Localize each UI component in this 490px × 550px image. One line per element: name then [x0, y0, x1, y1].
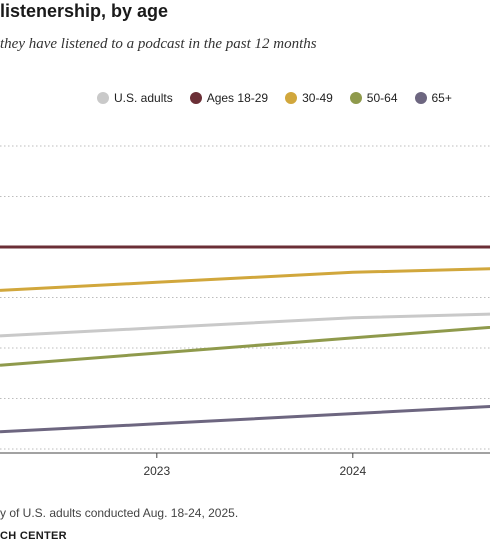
- series-line-65-: [0, 405, 490, 434]
- legend-item: 65+: [414, 91, 452, 105]
- legend-swatch: [189, 92, 202, 104]
- legend-label: 50-64: [366, 91, 398, 105]
- x-tick-label: 2024: [339, 464, 366, 478]
- legend-label: 65+: [431, 91, 452, 105]
- organization-name: CH CENTER: [0, 530, 67, 542]
- legend-item: U.S. adults: [97, 91, 173, 105]
- legend-label: U.S. adults: [114, 91, 173, 105]
- legend-item: Ages 18-29: [189, 91, 269, 105]
- line-chart: 2023 2024: [0, 145, 490, 478]
- chart-legend: U.S. adults Ages 18-29 30-49 50-64 65+: [97, 91, 469, 105]
- source-note: y of U.S. adults conducted Aug. 18-24, 2…: [0, 506, 239, 520]
- legend-label: Ages 18-29: [206, 91, 269, 105]
- legend-swatch: [414, 92, 427, 104]
- x-tick-label: 2023: [143, 464, 170, 478]
- legend-swatch: [285, 92, 298, 104]
- legend-label: 30-49: [302, 91, 333, 105]
- chart-title: listenership, by age: [0, 1, 169, 21]
- legend-swatch: [349, 92, 362, 104]
- chart-subtitle: they have listened to a podcast in the p…: [0, 36, 317, 52]
- legend-item: 50-64: [349, 91, 398, 105]
- legend-item: 30-49: [285, 91, 333, 105]
- legend-swatch: [97, 92, 109, 104]
- series-line-30-49: [0, 267, 490, 292]
- series-line-u-s-adults: [0, 312, 490, 338]
- series-line-50-64: [0, 325, 490, 367]
